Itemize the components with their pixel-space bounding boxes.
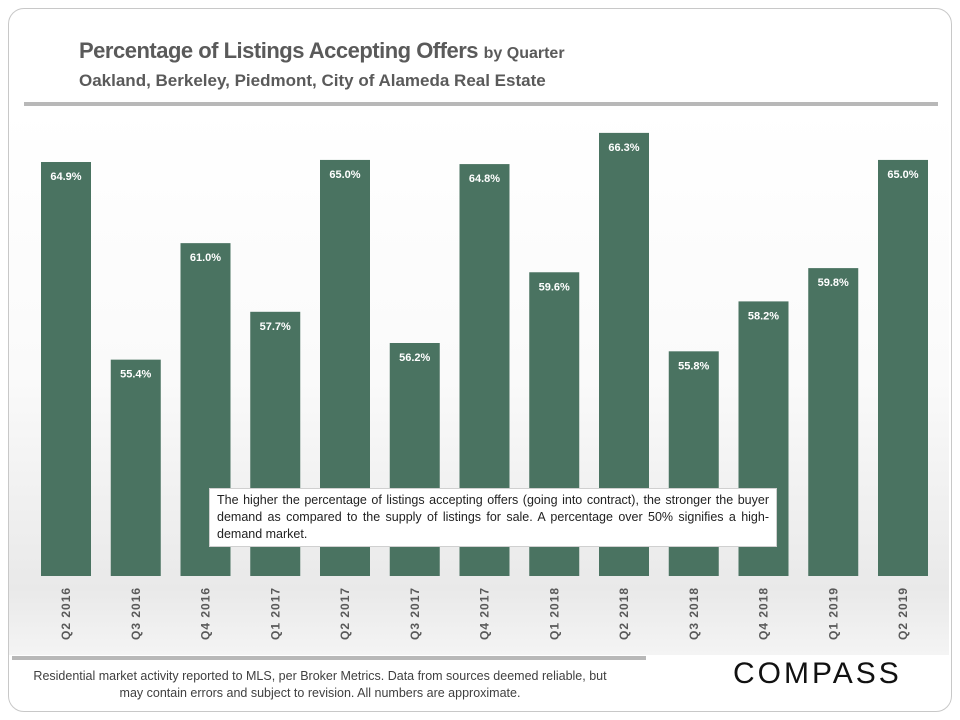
data-label: 55.8% — [678, 360, 709, 372]
x-tick-label: Q3 2018 — [687, 587, 701, 640]
data-label: 55.4% — [120, 369, 151, 381]
x-tick-label: Q1 2017 — [268, 587, 282, 640]
chart-subtitle: Oakland, Berkeley, Piedmont, City of Ala… — [79, 71, 546, 90]
data-label: 58.2% — [748, 310, 779, 322]
bar-q1-2019 — [808, 268, 859, 576]
x-tick-label: Q2 2017 — [338, 587, 352, 640]
data-label: 64.9% — [50, 171, 81, 183]
data-label: 56.2% — [399, 352, 430, 364]
x-tick-label: Q4 2018 — [757, 587, 771, 640]
data-label: 66.3% — [608, 142, 639, 154]
x-tick-label: Q1 2018 — [547, 587, 561, 640]
x-tick-label: Q4 2017 — [478, 587, 492, 640]
data-label: 59.8% — [818, 277, 849, 289]
x-tick-label: Q3 2016 — [129, 587, 143, 640]
annotation-box: The higher the percentage of listings ac… — [209, 488, 777, 547]
data-label: 59.6% — [539, 281, 570, 293]
data-label: 57.7% — [260, 321, 291, 333]
divider — [24, 102, 938, 106]
compass-logo: COMPASS — [733, 657, 902, 690]
bar-q2-2019 — [878, 159, 928, 576]
data-label: 61.0% — [190, 252, 221, 264]
x-tick-label: Q3 2017 — [408, 587, 422, 640]
title-suffix: by Quarter — [483, 45, 565, 62]
x-tick-label: Q2 2019 — [896, 587, 910, 640]
divider — [12, 656, 646, 660]
data-label: 65.0% — [887, 169, 918, 181]
footer-disclaimer: Residential market activity reported to … — [33, 669, 607, 700]
data-label: 64.8% — [469, 173, 500, 185]
bar-q3-2016 — [110, 359, 161, 576]
x-tick-label: Q1 2019 — [826, 587, 840, 640]
data-label: 65.0% — [329, 169, 360, 181]
x-tick-label: Q4 2016 — [199, 587, 213, 640]
x-tick-label: Q2 2016 — [59, 587, 73, 640]
x-tick-label: Q2 2018 — [617, 587, 631, 640]
bar-q2-2016 — [41, 162, 91, 577]
chart-title: Percentage of Listings Accepting Offers … — [79, 38, 565, 64]
title-main: Percentage of Listings Accepting Offers — [79, 38, 479, 63]
